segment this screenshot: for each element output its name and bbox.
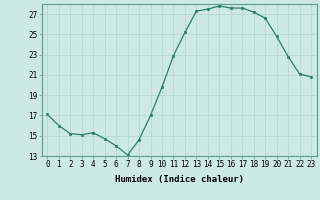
X-axis label: Humidex (Indice chaleur): Humidex (Indice chaleur) [115, 175, 244, 184]
